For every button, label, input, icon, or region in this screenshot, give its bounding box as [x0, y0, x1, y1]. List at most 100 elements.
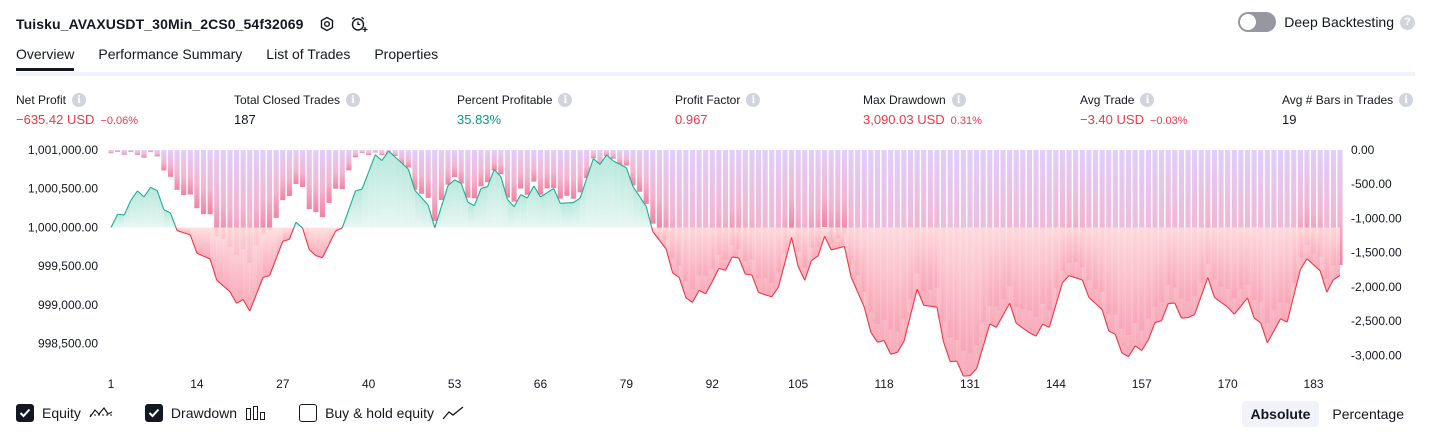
drawdown-bar [1165, 150, 1171, 285]
drawdown-bar [306, 150, 312, 210]
info-icon[interactable]: i [72, 93, 87, 107]
tab-performance-summary[interactable]: Performance Summary [98, 46, 243, 62]
equity-line-segment [249, 294, 257, 312]
drawdown-bar [676, 150, 682, 266]
equity-line-segment [936, 306, 945, 343]
drawdown-bar [1291, 150, 1297, 283]
equity-line-segment [791, 237, 799, 267]
metric-net-profit: Net Profit i −635.42 USD −0.06% [16, 93, 138, 127]
equity-line-segment [335, 227, 343, 232]
drawdown-bar [148, 150, 154, 152]
absolute-button[interactable]: Absolute [1241, 401, 1320, 427]
equity-line-segment [447, 179, 455, 187]
equity-line-segment [606, 154, 614, 162]
info-icon[interactable]: i [346, 93, 361, 107]
equity-checkbox[interactable]: Equity [16, 404, 113, 422]
equity-line-segment [645, 206, 653, 228]
info-icon[interactable]: i [1399, 93, 1414, 107]
equity-line-segment [685, 297, 693, 303]
equity-line-segment [1187, 313, 1195, 319]
equity-gain-area [474, 188, 482, 228]
equity-loss-area [1036, 227, 1043, 337]
deep-backtesting-toggle[interactable] [1238, 12, 1277, 32]
equity-line-segment [394, 156, 403, 164]
equity-gain-area [461, 183, 468, 228]
buy-hold-checkbox[interactable]: Buy & hold equity [299, 404, 464, 422]
equity-gain-area [613, 160, 620, 228]
equity-gain-area [520, 194, 528, 228]
equity-line-segment [513, 194, 522, 207]
drawdown-bar [1231, 150, 1237, 299]
info-icon[interactable]: i [1140, 93, 1155, 107]
drawdown-bar [564, 150, 570, 196]
equity-line-segment [870, 332, 878, 343]
help-icon[interactable]: ? [1400, 14, 1415, 30]
metric-label: Avg Trade [1080, 93, 1135, 107]
equity-line-segment [222, 285, 231, 293]
drawdown-bar [570, 150, 577, 199]
equity-gain-area [117, 214, 125, 228]
drawdown-bar [1251, 150, 1257, 301]
equity-chart[interactable]: 1,001,000.00 1,000,500.00 1,000,000.00 999,… [0, 140, 1431, 398]
equity-line-segment [117, 213, 125, 216]
equity-loss-area [1042, 227, 1050, 328]
equity-gain-area [573, 198, 581, 228]
x-axis-tick: 105 [788, 377, 808, 391]
x-axis-tick: 14 [190, 377, 204, 391]
info-icon[interactable]: i [558, 93, 573, 107]
settings-icon[interactable] [316, 13, 338, 35]
drawdown-bar [1304, 150, 1310, 246]
metric-avg-bars: Avg # Bars in Trades i 19 [1282, 93, 1414, 127]
equity-loss-area [969, 227, 977, 376]
equity-line-segment [282, 238, 290, 242]
drawdown-bar [841, 150, 848, 235]
equity-loss-area [798, 227, 805, 281]
equity-loss-area [1313, 227, 1321, 271]
equity-loss-area [870, 227, 878, 343]
drawdown-bar [313, 150, 319, 213]
equity-gain-area [619, 164, 627, 228]
equity-line-segment [1253, 317, 1262, 324]
equity-loss-area [1082, 227, 1089, 298]
drawdown-bar [775, 150, 781, 273]
add-alert-icon[interactable] [348, 13, 370, 35]
left-axis-tick: 1,000,500.00 [28, 182, 98, 196]
equity-line-segment [1121, 352, 1129, 358]
drawdown-bar [1324, 150, 1330, 279]
drawdown-checkbox[interactable]: Drawdown [144, 404, 267, 422]
equity-line-segment [1101, 309, 1110, 332]
drawdown-bar [934, 150, 940, 288]
info-icon[interactable]: i [746, 93, 761, 107]
drawdown-bar [795, 150, 801, 253]
percentage-button[interactable]: Percentage [1332, 406, 1404, 422]
equity-line-segment [857, 291, 865, 308]
equity-line-segment [837, 245, 845, 249]
equity-line-segment [1214, 297, 1222, 303]
equity-loss-area [666, 227, 673, 273]
drawdown-bar [914, 150, 920, 274]
drawdown-bar [352, 150, 359, 158]
x-axis-tick: 53 [448, 377, 462, 391]
tab-list-of-trades[interactable]: List of Trades [266, 46, 351, 62]
drawdown-bar [511, 150, 517, 202]
info-icon[interactable]: i [951, 93, 966, 107]
equity-gain-area [514, 194, 521, 228]
equity-loss-area [1161, 227, 1169, 321]
equity-line-segment [130, 190, 138, 201]
drawdown-bar [372, 150, 378, 153]
equity-line-segment [1088, 297, 1096, 304]
equity-gain-area [632, 186, 640, 228]
x-axis-tick: 131 [960, 377, 980, 391]
drawdown-bar [1337, 150, 1343, 265]
equity-line-segment [302, 228, 310, 250]
tab-properties[interactable]: Properties [374, 46, 439, 62]
equity-line-segment [1286, 295, 1295, 323]
drawdown-bar [1192, 150, 1198, 297]
equity-gain-area [408, 169, 415, 228]
equity-gain-area [593, 158, 600, 228]
equity-line-segment [1326, 279, 1334, 293]
equity-gain-area [124, 200, 131, 228]
tab-overview[interactable]: Overview [16, 46, 75, 71]
equity-line-segment [315, 255, 323, 259]
equity-loss-area [1194, 227, 1202, 315]
